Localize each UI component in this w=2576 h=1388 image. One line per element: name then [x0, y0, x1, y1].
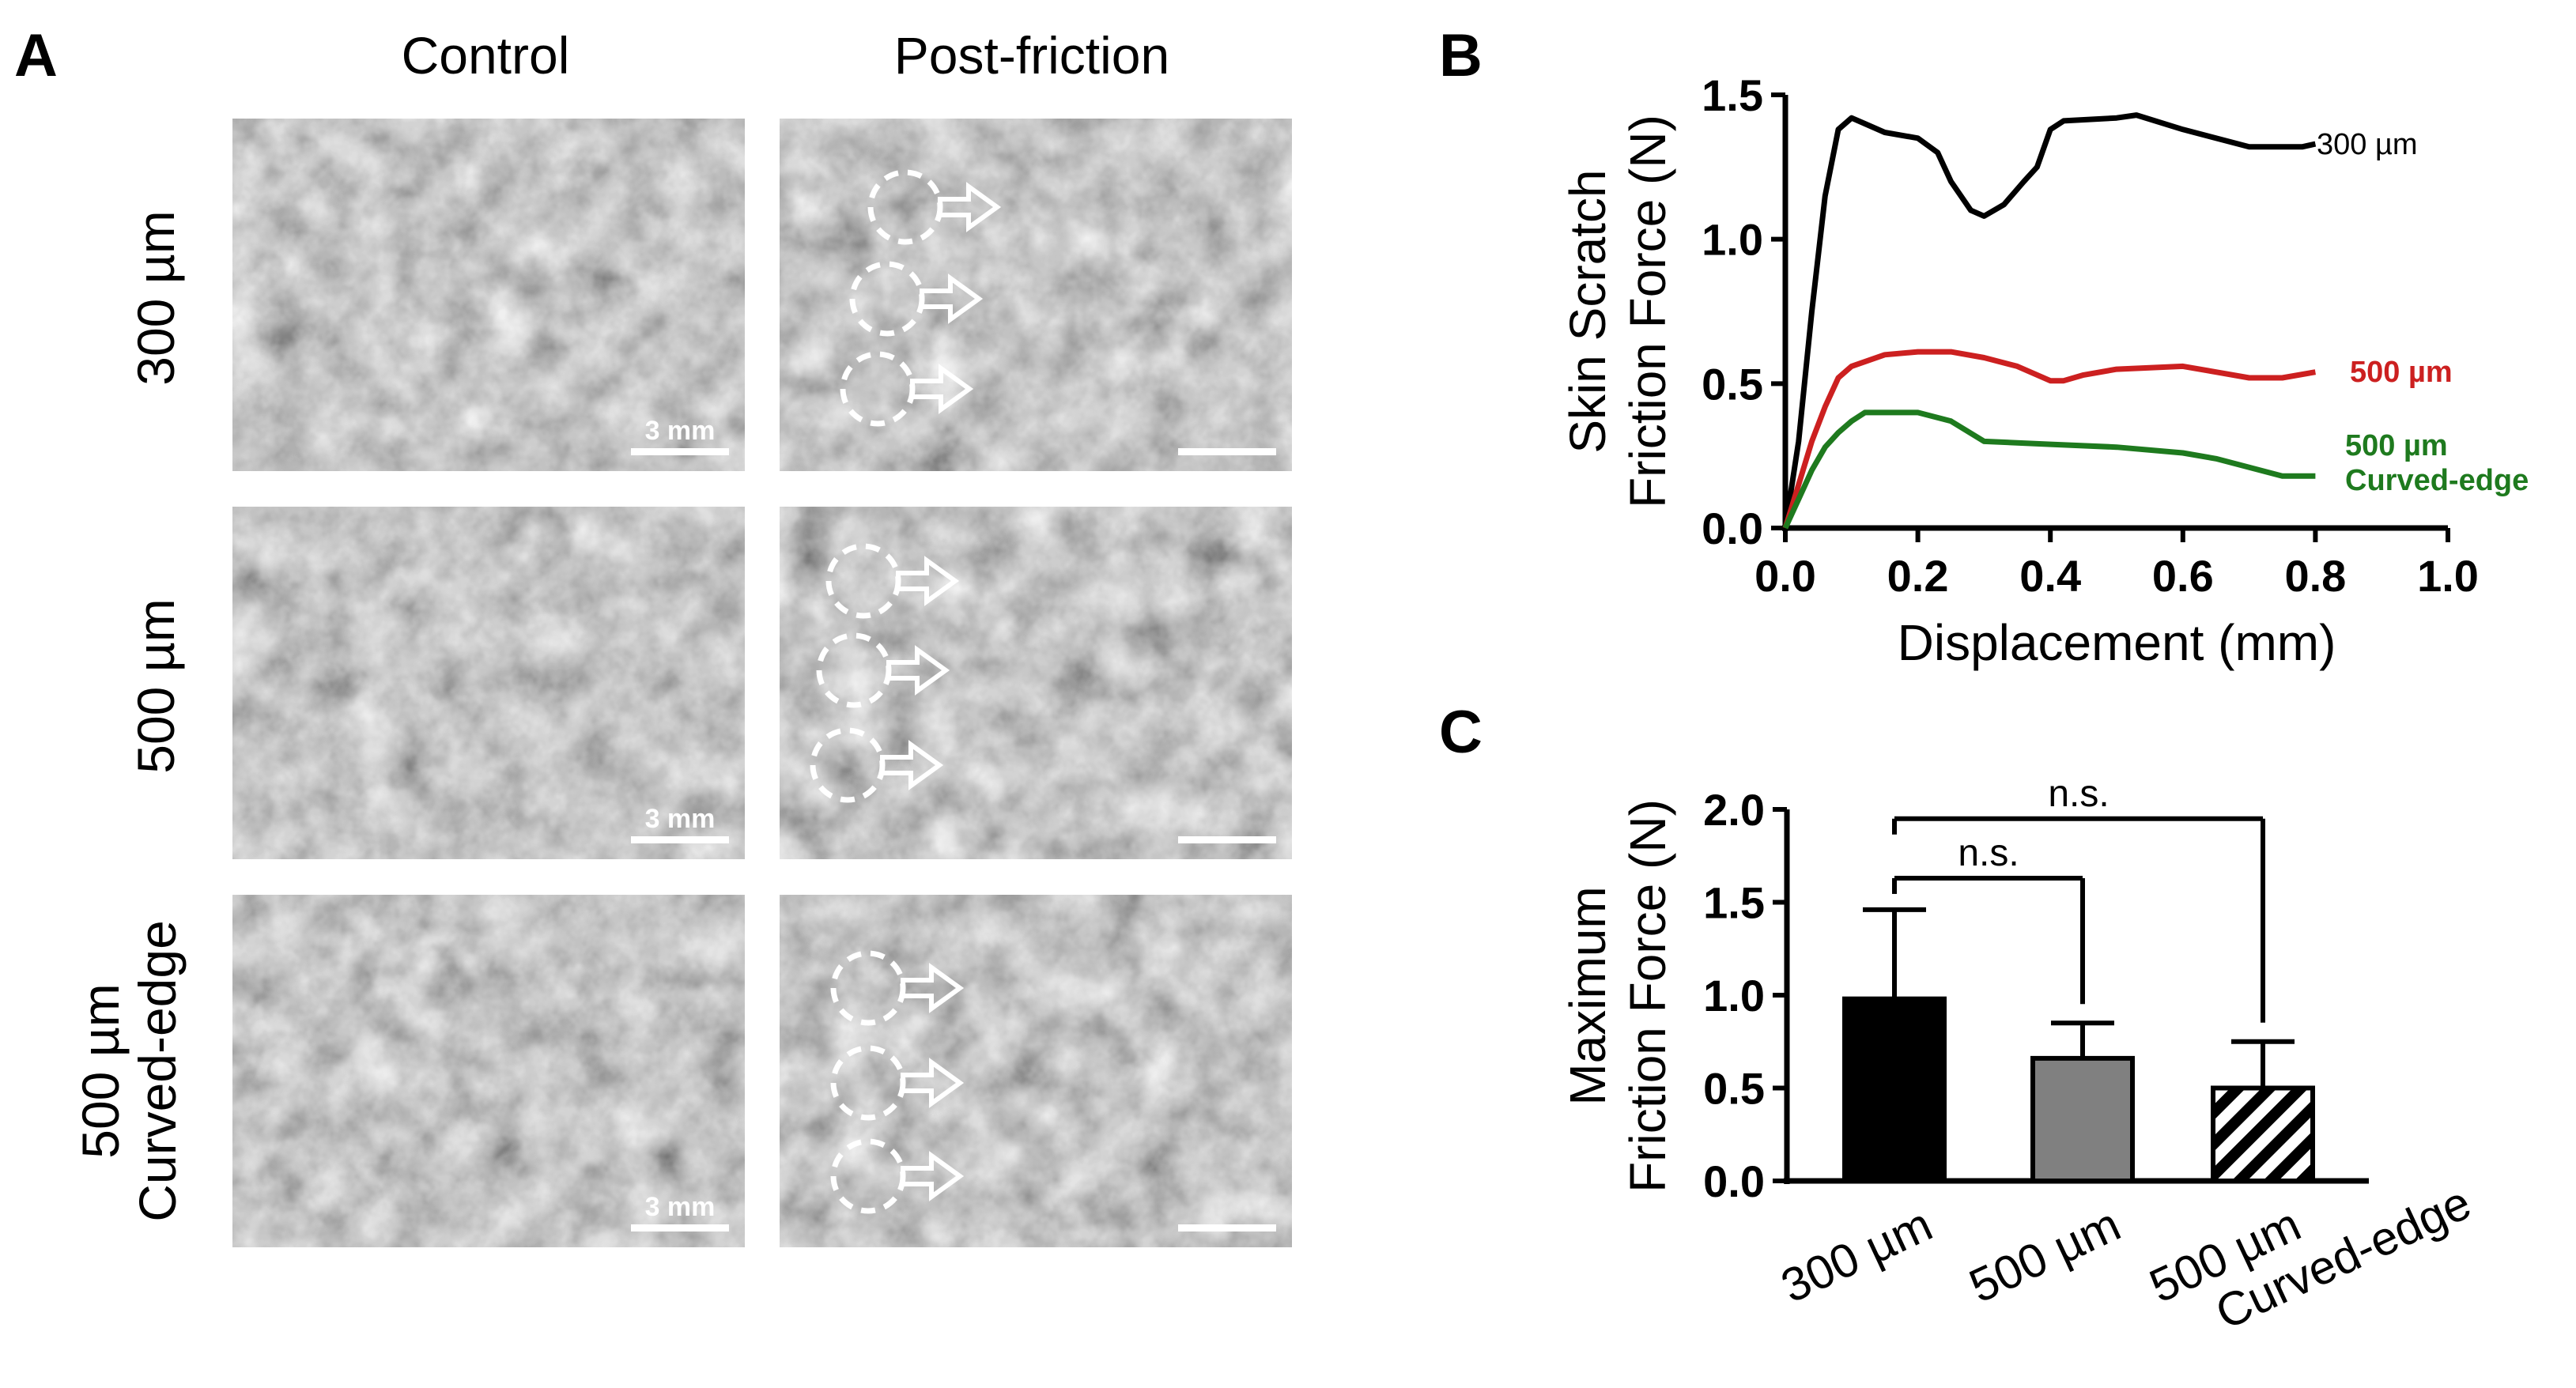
- scale-bar-label: 3 mm: [645, 1192, 716, 1222]
- y-axis-label-line: Friction Force (N): [1619, 115, 1676, 508]
- series-line: [1782, 349, 2317, 530]
- series-label: Curved-edge: [2345, 464, 2529, 497]
- x-tick-label: 0.2: [1887, 551, 1949, 601]
- y-tick-label: 1.0: [1702, 215, 1763, 265]
- arrow-marker: [886, 645, 950, 696]
- x-tick-label: 0.0: [1754, 551, 1816, 601]
- category-label-line: 500 µm: [1962, 1198, 2128, 1313]
- series-line: [1782, 112, 2317, 529]
- scale-bar: [631, 836, 729, 843]
- scale-bar: [631, 1224, 729, 1231]
- y-axis-label: Skin Scratch Friction Force (N): [1559, 115, 1676, 508]
- row-label-curved-line2: Curved-edge: [128, 920, 187, 1222]
- column-header-control: Control: [402, 26, 570, 85]
- bar: [2030, 1055, 2135, 1184]
- y-tick-label: 2.0: [1703, 785, 1765, 835]
- arrow-marker: [901, 963, 965, 1013]
- x-tick-label: 0.4: [2019, 551, 2081, 601]
- max-friction-bar-chart: 0.0 0.5 1.0 1.5 2.0 Maximum Friction Force (N)…: [1559, 773, 2479, 1340]
- arrow-marker: [920, 273, 984, 324]
- y-axis-label-line: Maximum: [1559, 886, 1616, 1105]
- scratch-markers: [810, 169, 1002, 1214]
- x-tick-label: 1.0: [2417, 551, 2479, 601]
- arrow-marker: [880, 740, 944, 790]
- y-tick-label: 1.5: [1703, 878, 1765, 928]
- micrograph-texture: [232, 895, 745, 1247]
- panel-c-letter: C: [1439, 699, 1483, 766]
- series-label: 500 µm: [2345, 429, 2448, 462]
- x-tick-label: 0.8: [2284, 551, 2346, 601]
- y-tick-label: 0.0: [1703, 1156, 1765, 1206]
- series-label: 500 µm: [2350, 356, 2453, 389]
- y-tick-label: 0.5: [1702, 359, 1763, 409]
- scale-bar: [631, 448, 729, 455]
- row-label-300-line1: 300 µm: [127, 210, 185, 385]
- row-label-300: 300 µm: [127, 210, 185, 385]
- micrograph-texture: [232, 507, 745, 859]
- row-label-curved-line1: 500 µm: [71, 983, 130, 1158]
- scale-bar-label: 3 mm: [645, 416, 716, 446]
- y-axis-label: Maximum Friction Force (N): [1559, 799, 1676, 1193]
- micrograph-texture: [780, 507, 1292, 859]
- micrograph-texture: [780, 119, 1292, 471]
- scale-bar: [1178, 448, 1276, 455]
- micrograph-texture: [232, 119, 745, 471]
- significance-label: n.s.: [1958, 832, 2019, 874]
- scale-bar: [1178, 1224, 1276, 1231]
- scale-bar-label: 3 mm: [645, 804, 716, 834]
- arrow-marker: [896, 556, 960, 606]
- y-tick-label: 0.0: [1702, 504, 1763, 553]
- series-label: 300 µm: [2317, 128, 2418, 161]
- series-line: [1782, 409, 2316, 530]
- micrograph-grid: [232, 119, 1292, 1247]
- panel-b-letter: B: [1439, 22, 1483, 89]
- row-label-500-line1: 500 µm: [127, 598, 185, 773]
- column-header-post-friction: Post-friction: [894, 26, 1169, 85]
- x-tick-label: 0.6: [2152, 551, 2214, 601]
- panel-a-letter: A: [14, 22, 58, 89]
- bar: [1842, 996, 1947, 1183]
- significance-label: n.s.: [2048, 773, 2109, 815]
- row-label-500: 500 µm: [127, 598, 185, 773]
- y-tick-label: 1.0: [1703, 971, 1765, 1020]
- arrow-marker: [938, 182, 1002, 232]
- y-axis-label-line: Friction Force (N): [1619, 799, 1676, 1193]
- y-axis-label-line: Skin Scratch: [1559, 169, 1616, 453]
- arrow-marker: [901, 1058, 965, 1108]
- scale-bar: [1178, 836, 1276, 843]
- x-axis-label: Displacement (mm): [1898, 614, 2336, 671]
- micrograph-texture: [780, 895, 1292, 1247]
- category-label: 300 µm: [1773, 1198, 1940, 1313]
- y-tick-label: 1.5: [1702, 70, 1763, 120]
- y-tick-label: 0.5: [1703, 1064, 1765, 1114]
- friction-line-chart: 0.0 0.5 1.0 1.5 0.0 0.2 0.4 0.6 0.8 1.0 Displaceme…: [1559, 70, 2529, 671]
- arrow-marker: [910, 364, 974, 414]
- row-label-curved: 500 µm Curved-edge: [71, 920, 187, 1222]
- bar: [2211, 1085, 2315, 1183]
- arrow-marker: [901, 1151, 965, 1201]
- category-label: 500 µm: [1962, 1198, 2128, 1313]
- category-label-line: 300 µm: [1773, 1198, 1940, 1313]
- scale-bars: 3 mm 3 mm 3 mm: [631, 416, 1276, 1231]
